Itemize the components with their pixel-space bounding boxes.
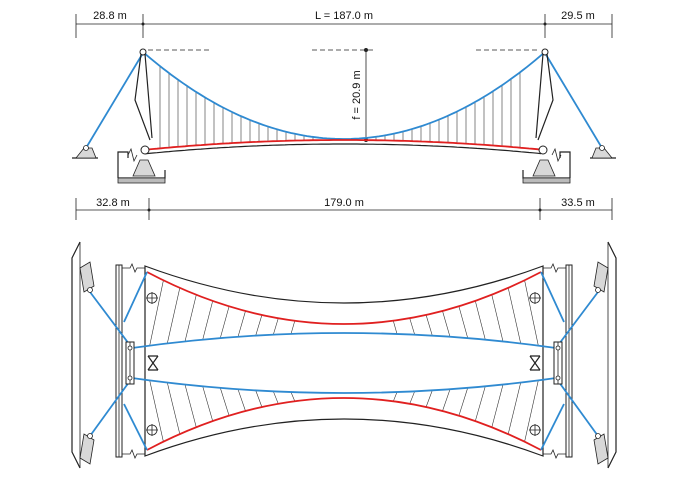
hanger-plan [524,280,539,346]
main-cable-north-plan [131,332,557,349]
hanger-plan [167,382,181,435]
right-tower [535,53,554,141]
plan-hangers [149,280,539,442]
hanger-plan [167,287,181,344]
hanger-plan [290,320,296,334]
hanger-plan [149,380,164,442]
left-tower [134,53,153,141]
right-tower-saddle [541,48,549,56]
sag-label: f = 20.9 m [351,70,363,119]
elevation-hangers [159,66,521,149]
main-cable-south-plan [131,377,557,394]
plan-anchors [79,261,609,465]
right-tower-plan [553,341,563,385]
left-bearing-symbol [147,355,159,371]
dim-deck-right: 33.5 m [561,197,595,209]
hanger-plan [393,320,398,334]
hanger-plan [255,314,263,336]
right-bearing-symbol [529,355,541,371]
elevation-view: f = 20.9 m [72,48,616,184]
deck-underside-elevation [144,143,542,155]
hanger-plan [255,390,263,408]
hanger-plan [409,391,415,404]
hanger-plan [220,387,230,416]
hanger-plan [458,387,468,416]
right-backstay [544,52,603,149]
left-abutment [117,145,166,184]
hanger-plan [202,386,213,422]
hanger-plan [184,384,197,428]
hanger-plan [393,391,398,402]
hanger-plan [507,287,521,344]
deck-elevation [144,139,542,151]
left-tower-saddle [139,48,147,56]
dim-right-backspan: 29.5 m [561,10,595,22]
main-cable-elevation [142,51,544,140]
hanger-plan [425,314,433,336]
left-tower-plan [125,341,135,385]
right-bank [607,241,617,469]
hanger-plan [409,318,415,335]
deck-dimension-line: 32.8 m 179.0 m 33.5 m [75,196,613,220]
hanger-plan [458,306,468,339]
top-dimension-line: 28.8 m L = 187.0 m 29.5 m [75,8,613,38]
hanger-plan [290,391,296,402]
hanger-plan [273,318,279,335]
plan-view [71,241,617,469]
hanger-plan [237,310,246,337]
hanger-plan [273,391,279,404]
hanger-plan [220,306,230,339]
deck-edge-north [146,271,542,325]
left-anchor [72,145,98,159]
deck-outline-plan [144,265,544,457]
right-abutment [522,145,571,184]
hanger-plan [425,390,433,408]
dim-main-span: L = 187.0 m [315,10,373,22]
hanger-plan [202,300,213,340]
hanger-plan [524,380,539,442]
hanger-plan [442,389,451,412]
deck-edge-south [146,397,542,451]
hanger-plan [442,310,451,337]
hanger-plan [149,280,164,346]
hanger-plan [491,294,504,342]
hanger-plan [491,384,504,428]
hanger-plan [475,300,486,340]
hanger-plan [237,389,246,412]
right-anchor [590,145,616,159]
dim-deck-left: 32.8 m [96,197,130,209]
hanger-plan [475,386,486,422]
crosshair-markers [146,292,541,436]
hanger-plan [507,382,521,435]
left-bank [71,241,81,469]
dim-deck-middle: 179.0 m [324,197,364,209]
left-backstay [85,52,144,149]
hanger-plan [184,294,197,342]
dim-left-backspan: 28.8 m [93,10,127,22]
